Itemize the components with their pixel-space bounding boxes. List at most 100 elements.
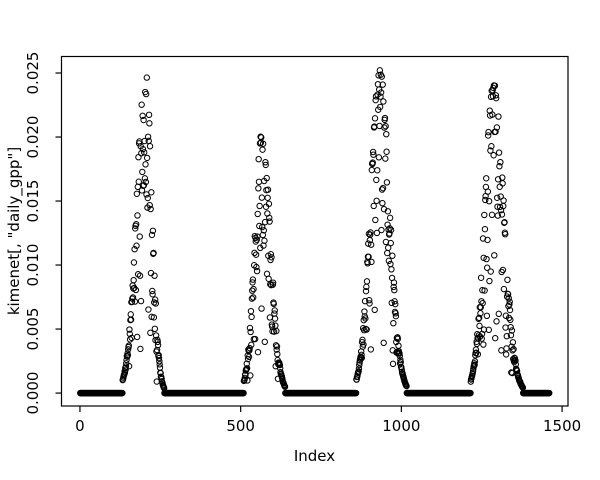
data-point bbox=[255, 185, 262, 192]
data-point bbox=[493, 194, 501, 201]
data-point bbox=[380, 98, 387, 105]
data-point bbox=[489, 111, 496, 118]
data-point bbox=[132, 225, 139, 232]
data-point bbox=[355, 368, 362, 375]
data-point bbox=[281, 383, 289, 390]
data-point bbox=[495, 149, 503, 156]
data-point bbox=[474, 335, 482, 342]
y-axis-tick-label: 0.025 bbox=[24, 52, 42, 95]
data-point bbox=[140, 116, 147, 124]
data-point bbox=[474, 351, 482, 358]
data-point bbox=[259, 146, 266, 153]
y-axis-label: kimenet[, "daily_gpp"] bbox=[5, 147, 24, 315]
data-point bbox=[502, 324, 509, 331]
data-point bbox=[382, 155, 389, 162]
data-point bbox=[496, 203, 504, 211]
data-point bbox=[146, 143, 154, 150]
data-point bbox=[147, 205, 154, 213]
data-point bbox=[262, 161, 269, 169]
y-axis-tick-label: 0.020 bbox=[24, 116, 42, 159]
data-point bbox=[370, 151, 377, 158]
data-point bbox=[258, 305, 265, 312]
data-point bbox=[492, 92, 500, 99]
data-point bbox=[484, 132, 492, 139]
data-point bbox=[396, 350, 403, 357]
data-point bbox=[403, 382, 410, 390]
data-point bbox=[473, 349, 480, 356]
data-point bbox=[143, 74, 151, 81]
data-point bbox=[475, 314, 483, 322]
data-point bbox=[374, 167, 381, 174]
data-point bbox=[394, 335, 402, 343]
data-point bbox=[390, 279, 398, 286]
data-point bbox=[383, 130, 390, 138]
data-point bbox=[546, 389, 553, 397]
data-point bbox=[128, 298, 136, 305]
data-point bbox=[139, 168, 146, 176]
data-point bbox=[486, 277, 493, 285]
data-point bbox=[390, 283, 397, 291]
data-point bbox=[381, 114, 389, 122]
data-point bbox=[389, 252, 396, 259]
data-point bbox=[365, 230, 373, 238]
data-point bbox=[139, 146, 147, 153]
data-point bbox=[251, 335, 259, 343]
data-point bbox=[148, 231, 156, 239]
data-point bbox=[491, 82, 499, 89]
data-point bbox=[141, 149, 148, 156]
data-point bbox=[143, 154, 151, 162]
data-point bbox=[264, 186, 272, 193]
data-point bbox=[512, 357, 519, 364]
data-point bbox=[263, 174, 270, 182]
data-point bbox=[142, 178, 150, 186]
data-point bbox=[479, 235, 487, 242]
data-point bbox=[147, 329, 154, 337]
data-point bbox=[131, 298, 139, 305]
data-point bbox=[504, 290, 512, 298]
data-point bbox=[130, 259, 138, 266]
data-point bbox=[273, 346, 280, 353]
data-point bbox=[368, 166, 375, 174]
data-point bbox=[258, 194, 266, 201]
data-point bbox=[254, 233, 261, 240]
data-point bbox=[392, 310, 399, 317]
data-point bbox=[379, 184, 387, 192]
data-point bbox=[377, 89, 385, 96]
data-point bbox=[254, 348, 262, 356]
data-point bbox=[133, 242, 140, 249]
data-point bbox=[379, 81, 386, 88]
data-point bbox=[370, 202, 377, 210]
data-point bbox=[250, 285, 257, 293]
data-point bbox=[155, 354, 163, 362]
data-point bbox=[266, 314, 274, 321]
data-point bbox=[253, 236, 260, 243]
data-point bbox=[255, 155, 262, 163]
data-point bbox=[136, 233, 143, 240]
data-point bbox=[366, 300, 373, 307]
data-point bbox=[352, 389, 360, 397]
data-point bbox=[375, 154, 383, 161]
data-point bbox=[367, 346, 375, 353]
data-point bbox=[133, 221, 140, 228]
data-point bbox=[144, 194, 151, 202]
data-point bbox=[261, 338, 268, 346]
data-point bbox=[373, 229, 381, 237]
data-point bbox=[391, 286, 398, 294]
data-point bbox=[389, 360, 397, 368]
data-point bbox=[140, 181, 148, 189]
data-point bbox=[271, 315, 279, 322]
data-point bbox=[481, 211, 488, 219]
data-point bbox=[500, 197, 507, 204]
x-axis-tick-label: 500 bbox=[226, 417, 255, 435]
data-point bbox=[152, 300, 160, 307]
data-point bbox=[138, 149, 145, 157]
data-point bbox=[267, 251, 275, 258]
data-point bbox=[248, 295, 256, 302]
data-point bbox=[360, 326, 368, 334]
data-point bbox=[378, 226, 385, 234]
y-axis-tick-label: 0.015 bbox=[24, 180, 42, 223]
data-point bbox=[496, 183, 503, 190]
data-point bbox=[393, 334, 401, 342]
data-point bbox=[396, 352, 403, 360]
